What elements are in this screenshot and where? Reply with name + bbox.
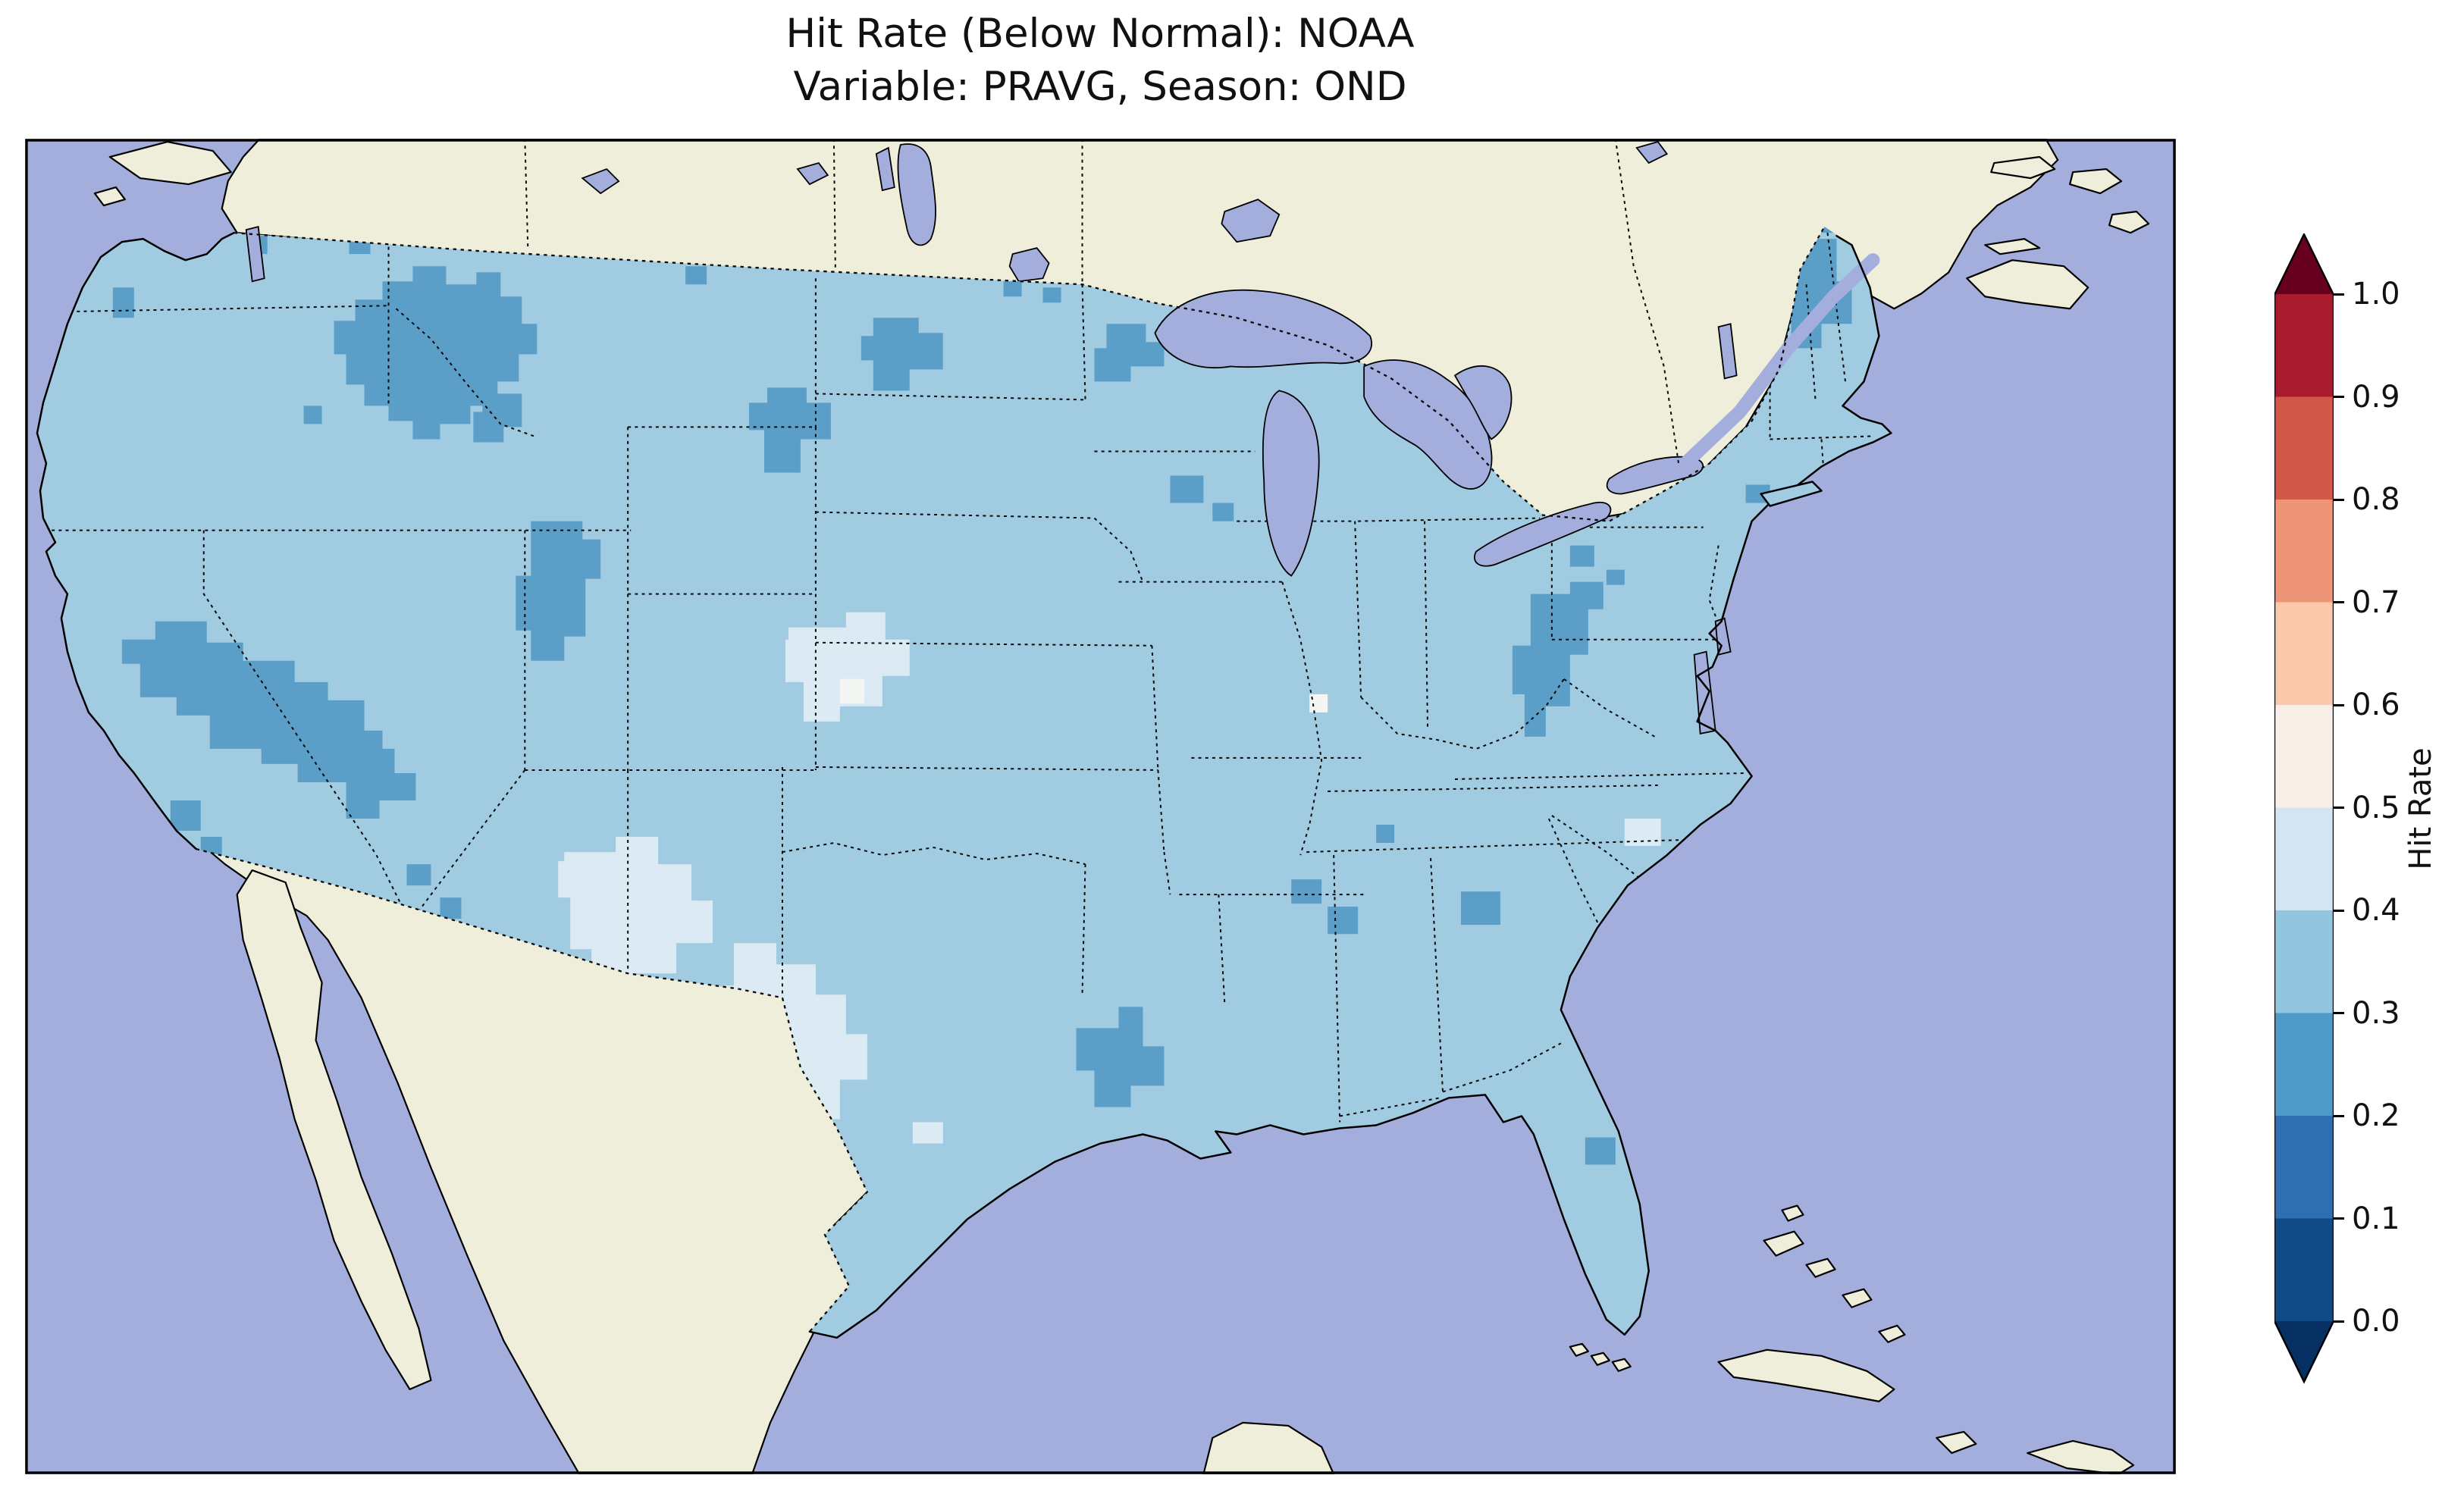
us-canada-border xyxy=(234,226,1826,522)
us-mexico-border xyxy=(196,847,868,1333)
lake-huron xyxy=(1363,359,1493,490)
colorbar-tick-label: 0.9 xyxy=(2352,379,2400,415)
lake-champlain xyxy=(1717,323,1738,380)
figure-title: Hit Rate (Below Normal): NOAA Variable: … xyxy=(785,8,1414,114)
colorbar-tick xyxy=(2334,498,2344,501)
lake-superior xyxy=(1154,289,1372,368)
colorbar-tick-label: 0.3 xyxy=(2352,995,2400,1031)
florida-keys xyxy=(1569,1342,1632,1372)
figure-title-line1: Hit Rate (Below Normal): NOAA xyxy=(785,11,1415,57)
colorbar-tick xyxy=(2334,703,2344,706)
colorbar-tick xyxy=(2334,1217,2344,1220)
country-borders xyxy=(196,139,1826,1333)
prince-edward-island xyxy=(1984,238,2041,255)
pacific-coastline xyxy=(36,231,235,850)
us-hit-rate-map xyxy=(25,139,2176,1474)
figure-title-line2: Variable: PRAVG, Season: OND xyxy=(793,63,1407,110)
lake-michigan xyxy=(1262,390,1320,577)
great-lakes xyxy=(245,226,1880,734)
st-lawrence-river xyxy=(1675,253,1880,474)
colorbar-tick-label: 1.0 xyxy=(2352,277,2400,312)
colorbar-tick xyxy=(2334,293,2344,296)
colorbar-tick-label: 0.5 xyxy=(2352,790,2400,825)
colorbar-tick-label: 0.8 xyxy=(2352,482,2400,517)
nova-scotia xyxy=(1966,259,2089,310)
map-frame xyxy=(25,139,2176,1474)
colorbar-tick-label: 0.1 xyxy=(2352,1201,2400,1236)
colorbar-tick xyxy=(2334,1114,2344,1117)
puget-sound xyxy=(245,226,265,283)
colorbar-tick-label: 0.4 xyxy=(2352,893,2400,928)
baja-california xyxy=(236,869,432,1390)
canada-lakes xyxy=(581,140,1669,283)
colorbar-tick xyxy=(2334,807,2344,809)
map-panel xyxy=(25,139,2176,1474)
state-borders xyxy=(44,233,1873,1123)
hit-rate-light-patches xyxy=(558,612,1661,1144)
colorbar xyxy=(2273,232,2335,1384)
gulf-atlantic-coastline xyxy=(808,234,1892,1339)
colorbar-tick xyxy=(2334,909,2344,912)
coastlines xyxy=(36,231,1892,1339)
georgian-bay xyxy=(1453,365,1513,440)
colorbar-tick xyxy=(2334,1320,2344,1323)
canada-province-borders xyxy=(524,139,1680,467)
yucatan-peninsula xyxy=(1202,1421,1335,1474)
anticosti-island xyxy=(1990,155,2056,180)
lake-erie xyxy=(1474,501,1612,567)
colorbar-tick-label: 0.6 xyxy=(2352,687,2400,722)
vancouver-island xyxy=(108,140,232,186)
colorbar-tick-label: 0.0 xyxy=(2352,1304,2400,1339)
colorbar-label: Hit Rate xyxy=(2403,747,2438,870)
islands xyxy=(93,140,2150,1474)
colorbar-tick xyxy=(2334,601,2344,603)
hispaniola xyxy=(2027,1439,2135,1474)
colorbar-tick xyxy=(2334,1012,2344,1014)
jamaica xyxy=(1936,1430,1977,1455)
colorbar-tick xyxy=(2334,396,2344,398)
colorbar-tick-label: 0.2 xyxy=(2352,1098,2400,1133)
cuba xyxy=(1717,1348,1895,1402)
colorbar-tick-label: 0.7 xyxy=(2352,584,2400,620)
bahamas xyxy=(1763,1204,1906,1343)
long-island xyxy=(1760,481,1823,507)
